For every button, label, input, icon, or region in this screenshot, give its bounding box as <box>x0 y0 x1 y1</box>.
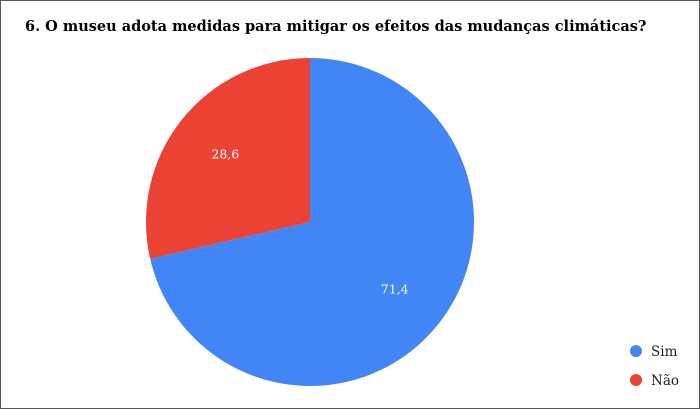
chart-title: 6. O museu adota medidas para mitigar os… <box>25 18 647 35</box>
pie-slice-n-o <box>146 58 310 259</box>
pie-slice-labels: 71,4 28,6 <box>211 147 408 297</box>
legend-label: Sim <box>651 344 678 360</box>
pie-slice-sim <box>150 58 475 387</box>
legend-swatch <box>630 345 642 357</box>
slice-value-label: 28,6 <box>211 147 239 162</box>
chart-legend: Sim Não <box>630 344 679 389</box>
legend-swatch <box>630 374 642 386</box>
legend-label: Não <box>651 373 679 389</box>
pie-slices <box>146 58 475 387</box>
slice-value-label: 71,4 <box>381 281 409 296</box>
